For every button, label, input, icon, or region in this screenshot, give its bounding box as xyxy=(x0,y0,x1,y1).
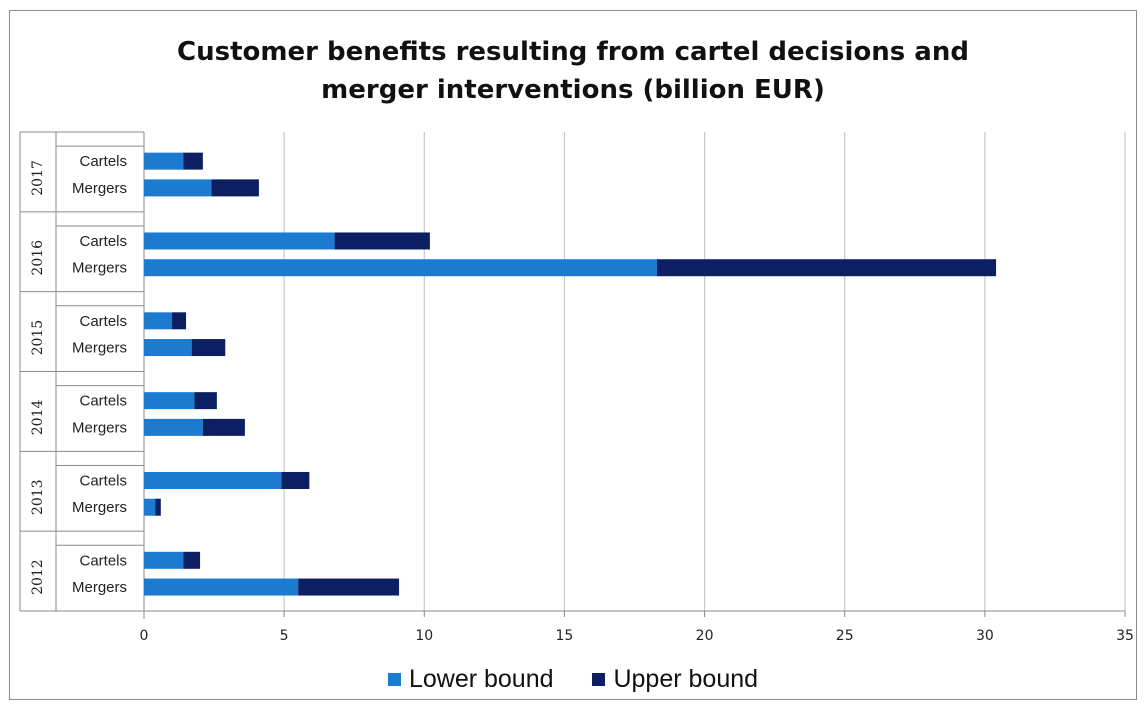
bar-lower-2017-mergers xyxy=(144,179,212,197)
bar-upper-2012-mergers xyxy=(298,578,400,596)
legend-label-lower: Lower bound xyxy=(408,665,554,693)
year-label: 2012 xyxy=(30,559,46,595)
year-label: 2013 xyxy=(30,479,46,515)
x-tick-label: 20 xyxy=(696,628,714,644)
chart-title-line-1: Customer benefits resulting from cartel … xyxy=(177,37,969,67)
bar-lower-2015-cartels xyxy=(144,312,173,330)
row-label: Mergers xyxy=(72,579,127,596)
bar-lower-2013-cartels xyxy=(144,471,282,489)
chart-title: Customer benefits resulting from cartel … xyxy=(0,33,1146,109)
row-label: Cartels xyxy=(79,233,127,250)
bar-lower-2012-mergers xyxy=(144,578,299,596)
year-label: 2014 xyxy=(30,400,46,436)
bar-upper-2013-mergers xyxy=(155,498,161,516)
row-label: Cartels xyxy=(79,472,127,489)
chart-title-line-2: merger interventions (billion EUR) xyxy=(321,75,825,105)
row-label: Cartels xyxy=(79,393,127,410)
bar-upper-2012-cartels xyxy=(183,551,201,569)
bar-lower-2014-cartels xyxy=(144,392,195,410)
bar-upper-2017-cartels xyxy=(183,152,203,170)
x-tick-label: 0 xyxy=(140,628,149,644)
bar-lower-2014-mergers xyxy=(144,418,203,436)
row-label: Cartels xyxy=(79,153,127,170)
bar-upper-2014-cartels xyxy=(194,392,217,410)
x-tick-label: 5 xyxy=(280,628,289,644)
legend-item-upper: Upper bound xyxy=(592,665,758,694)
legend-swatch-lower xyxy=(387,673,401,686)
bar-lower-2015-mergers xyxy=(144,339,192,357)
row-label: Mergers xyxy=(72,340,127,357)
chart-frame xyxy=(9,10,1137,700)
x-tick-label: 35 xyxy=(1116,628,1134,644)
row-label: Mergers xyxy=(72,499,127,516)
legend-label-upper: Upper bound xyxy=(613,665,759,693)
bar-upper-2013-cartels xyxy=(281,471,310,489)
bar-upper-2015-mergers xyxy=(191,339,226,357)
year-label: 2017 xyxy=(30,160,46,196)
bar-lower-2016-cartels xyxy=(144,232,335,250)
row-label: Cartels xyxy=(79,313,127,330)
chart-legend: Lower bound Upper bound xyxy=(0,664,1146,694)
row-label: Cartels xyxy=(79,552,127,569)
bar-lower-2016-mergers xyxy=(144,259,657,277)
bar-upper-2014-mergers xyxy=(202,418,245,436)
x-tick-label: 25 xyxy=(836,628,854,644)
bar-lower-2013-mergers xyxy=(144,498,156,516)
legend-item-lower: Lower bound xyxy=(387,665,554,694)
year-label: 2015 xyxy=(30,320,46,356)
bar-upper-2016-cartels xyxy=(334,232,430,250)
x-tick-label: 15 xyxy=(556,628,574,644)
row-label: Mergers xyxy=(72,419,127,436)
bar-upper-2016-mergers xyxy=(656,259,997,277)
row-label: Mergers xyxy=(72,260,127,277)
year-label: 2016 xyxy=(30,240,46,276)
x-tick-label: 10 xyxy=(415,628,433,644)
bar-lower-2017-cartels xyxy=(144,152,184,170)
bar-upper-2017-mergers xyxy=(211,179,259,197)
legend-swatch-upper xyxy=(592,673,606,686)
bar-upper-2015-cartels xyxy=(172,312,187,330)
bar-lower-2012-cartels xyxy=(144,551,184,569)
row-label: Mergers xyxy=(72,180,127,197)
x-tick-label: 30 xyxy=(976,628,994,644)
